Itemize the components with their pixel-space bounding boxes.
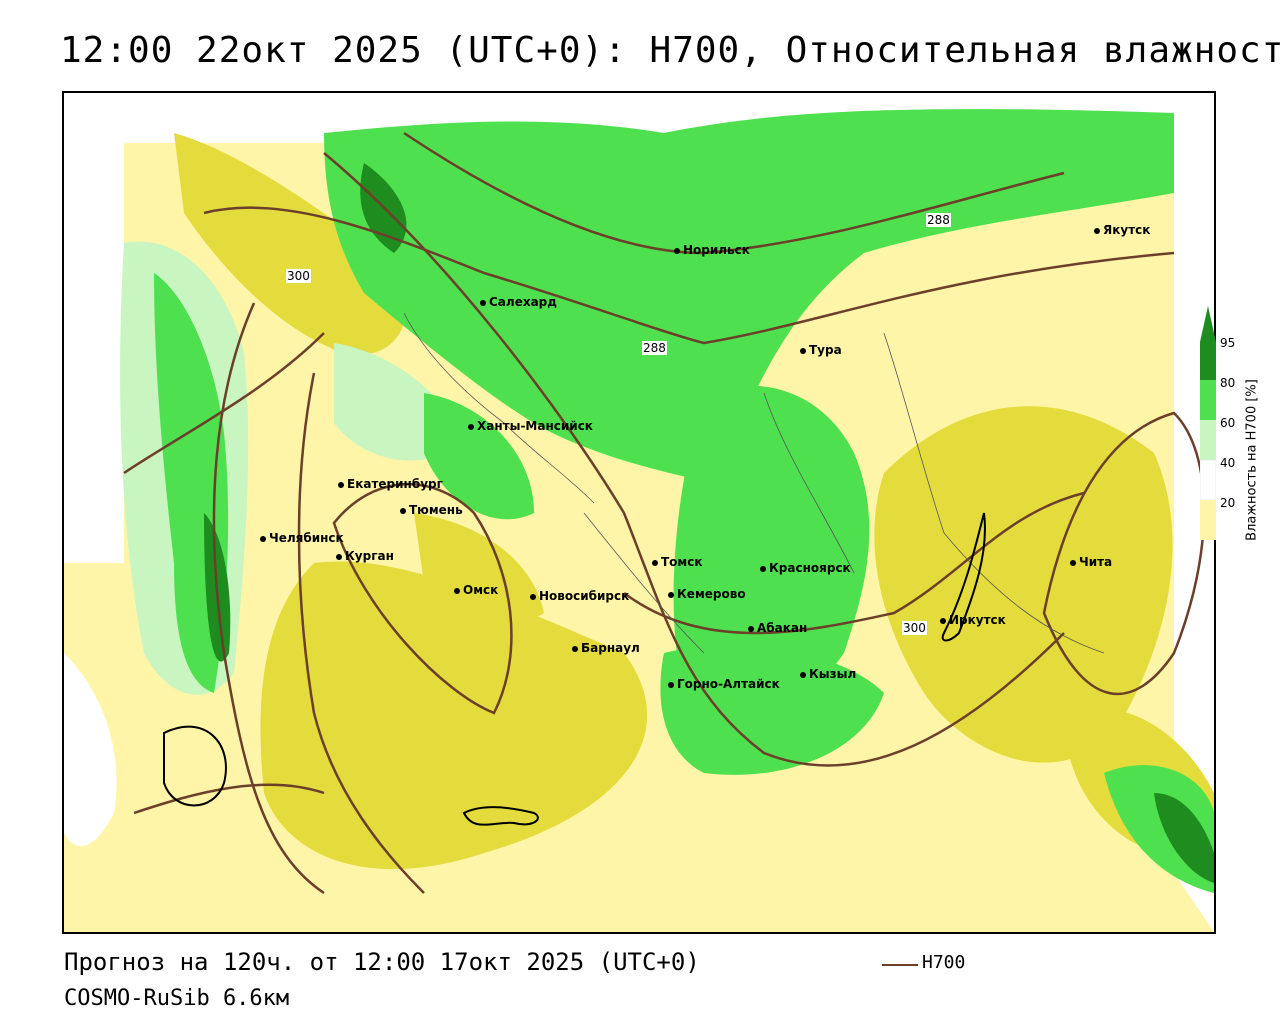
contour-label: 300	[286, 269, 311, 283]
city-label: Кемерово	[668, 587, 746, 601]
colorbar-band	[1200, 459, 1216, 501]
city-dot	[1094, 227, 1100, 234]
city-dot	[748, 625, 754, 632]
city-label: Чита	[1070, 555, 1112, 569]
city-label: Барнаул	[572, 641, 640, 655]
city-dot	[668, 591, 674, 598]
contour-label: 288	[926, 213, 951, 227]
h700-legend-label: H700	[922, 952, 966, 973]
humidity-field	[64, 93, 1214, 932]
city-label: Кызыл	[800, 667, 856, 681]
city-label: Абакан	[748, 621, 807, 635]
colorbar	[1200, 306, 1216, 540]
contour-label: 288	[642, 341, 667, 355]
city-dot	[530, 593, 536, 600]
city-label: Норильск	[674, 243, 750, 257]
colorbar-band	[1200, 500, 1216, 540]
city-dot	[338, 481, 344, 488]
colorbar-tick: 40	[1220, 456, 1236, 470]
city-label: Иркутск	[940, 613, 1006, 627]
colorbar-tick: 95	[1220, 336, 1236, 350]
city-label: Екатеринбург	[338, 477, 443, 491]
city-dot	[940, 617, 946, 624]
city-dot	[572, 645, 578, 652]
city-label: Тура	[800, 343, 842, 357]
city-label: Челябинск	[260, 531, 344, 545]
forecast-info: Прогноз на 120ч. от 12:00 17окт 2025 (UT…	[64, 948, 700, 976]
colorbar-tick: 80	[1220, 376, 1236, 390]
city-label: Красноярск	[760, 561, 851, 575]
h700-contours	[123, 131, 1206, 895]
colorbar-tick: 20	[1220, 496, 1236, 510]
city-label: Якутск	[1094, 223, 1150, 237]
colorbar-band	[1200, 342, 1216, 380]
city-dot	[668, 681, 674, 688]
city-dot	[480, 299, 486, 306]
map-area[interactable]: Норильск Якутск Салехард Тура Ханты-Манс…	[62, 91, 1216, 934]
city-label: Горно-Алтайск	[668, 677, 780, 691]
city-dot	[800, 671, 806, 678]
city-dot	[652, 559, 658, 566]
city-label: Салехард	[480, 295, 557, 309]
colorbar-band	[1200, 380, 1216, 420]
city-label: Ханты-Мансийск	[468, 419, 593, 433]
city-dot	[400, 507, 406, 514]
city-dot	[674, 247, 680, 254]
colorbar-band	[1200, 420, 1216, 460]
colorbar-tick: 60	[1220, 416, 1236, 430]
colorbar-cap	[1200, 306, 1216, 342]
city-dot	[336, 553, 342, 560]
city-label: Курган	[336, 549, 394, 563]
city-dot	[800, 347, 806, 354]
colorbar-title: Влажность на H700 [%]	[1244, 379, 1260, 541]
city-dot	[468, 423, 474, 430]
city-dot	[1070, 559, 1076, 566]
city-label: Омск	[454, 583, 498, 597]
city-dot	[760, 565, 766, 572]
contour-label: 300	[902, 621, 927, 635]
h700-legend-line	[882, 964, 918, 966]
city-label: Новосибирск	[530, 589, 629, 603]
city-label: Томск	[652, 555, 703, 569]
city-label: Тюмень	[400, 503, 463, 517]
colorbar-title-wrap: Влажность на H700 [%]	[1238, 330, 1268, 590]
model-name: COSMO-RuSib 6.6км	[64, 986, 290, 1011]
map-title: 12:00 22окт 2025 (UTC+0): H700, Относите…	[60, 30, 1280, 71]
city-dot	[260, 535, 266, 542]
city-dot	[454, 587, 460, 594]
